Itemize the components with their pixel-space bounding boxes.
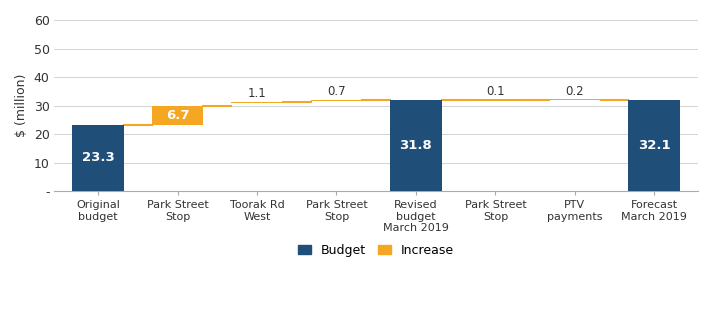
Text: 0.7: 0.7 [327, 85, 346, 98]
Bar [470, 99, 521, 101]
Bar [311, 99, 362, 101]
Legend: Budget, Increase: Budget, Increase [298, 244, 454, 257]
Y-axis label: $ (million): $ (million) [15, 74, 28, 137]
Text: 1.1: 1.1 [247, 87, 267, 100]
Text: 31.8: 31.8 [399, 139, 432, 152]
Text: 0.1: 0.1 [486, 85, 505, 98]
Bar [549, 99, 600, 100]
Bar [628, 99, 680, 191]
Bar [72, 125, 124, 191]
Bar [152, 106, 203, 125]
Text: 32.1: 32.1 [638, 139, 671, 152]
Bar [231, 102, 283, 103]
Text: 0.2: 0.2 [565, 84, 584, 97]
Bar [390, 100, 442, 191]
Text: 6.7: 6.7 [166, 109, 190, 122]
Text: 23.3: 23.3 [82, 151, 115, 164]
